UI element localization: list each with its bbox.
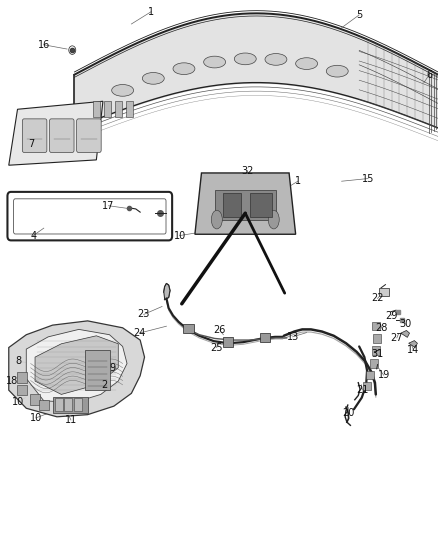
Bar: [366, 371, 374, 379]
Bar: [250, 193, 272, 217]
FancyBboxPatch shape: [49, 119, 74, 152]
Polygon shape: [9, 321, 145, 417]
Text: 31: 31: [371, 349, 384, 359]
Bar: [55, 398, 63, 411]
Bar: [373, 334, 381, 343]
Text: 10: 10: [173, 231, 186, 240]
Text: 1: 1: [295, 176, 301, 186]
Polygon shape: [26, 329, 127, 402]
Text: 17: 17: [102, 201, 115, 211]
Ellipse shape: [142, 72, 164, 84]
Text: 30: 30: [399, 319, 412, 329]
Text: 7: 7: [28, 139, 35, 149]
Ellipse shape: [112, 85, 134, 96]
Polygon shape: [9, 101, 103, 165]
Bar: [370, 359, 378, 368]
Polygon shape: [409, 341, 417, 348]
Bar: [215, 190, 276, 220]
Text: 27: 27: [391, 333, 403, 343]
Bar: [104, 101, 111, 117]
Bar: [183, 324, 194, 333]
Bar: [17, 385, 27, 395]
Text: 23: 23: [138, 310, 150, 319]
Text: 4: 4: [30, 231, 36, 240]
Bar: [17, 372, 27, 383]
Text: 5: 5: [356, 10, 362, 20]
Bar: [53, 397, 88, 413]
Bar: [30, 394, 40, 405]
Text: 15: 15: [362, 174, 374, 183]
Text: 10: 10: [12, 397, 25, 407]
Text: 21: 21: [357, 385, 369, 395]
Bar: [223, 337, 233, 347]
Ellipse shape: [212, 211, 223, 229]
Ellipse shape: [234, 53, 256, 64]
Bar: [372, 346, 380, 355]
Bar: [223, 193, 241, 217]
Bar: [85, 350, 110, 390]
Bar: [363, 382, 371, 390]
Bar: [64, 398, 72, 411]
Text: 24: 24: [133, 328, 145, 338]
Polygon shape: [35, 336, 118, 394]
Bar: [74, 398, 82, 411]
Text: 16: 16: [38, 40, 50, 50]
Ellipse shape: [265, 53, 287, 65]
Ellipse shape: [268, 211, 279, 229]
Bar: [260, 333, 270, 342]
Text: 6: 6: [426, 70, 432, 79]
FancyBboxPatch shape: [22, 119, 47, 152]
Bar: [39, 400, 49, 410]
Ellipse shape: [296, 58, 318, 69]
Text: 13: 13: [286, 332, 299, 342]
Text: 28: 28: [376, 324, 388, 333]
Text: 14: 14: [407, 345, 420, 354]
Text: 20: 20: [343, 408, 355, 417]
Bar: [379, 288, 389, 296]
Ellipse shape: [204, 56, 226, 68]
Bar: [372, 322, 380, 330]
Polygon shape: [164, 284, 170, 300]
Text: 26: 26: [214, 326, 226, 335]
Polygon shape: [401, 330, 410, 337]
Text: 1: 1: [148, 7, 154, 17]
Text: 22: 22: [371, 294, 384, 303]
Text: 18: 18: [6, 376, 18, 385]
Ellipse shape: [173, 63, 195, 75]
Text: 11: 11: [65, 415, 77, 425]
Bar: [93, 101, 100, 117]
Bar: [126, 101, 133, 117]
Text: 8: 8: [15, 357, 21, 366]
Polygon shape: [195, 173, 296, 235]
Text: 19: 19: [378, 370, 390, 380]
Text: 9: 9: [109, 363, 115, 373]
Bar: [115, 101, 122, 117]
Text: 29: 29: [385, 311, 398, 320]
Text: 25: 25: [210, 343, 223, 352]
FancyBboxPatch shape: [77, 119, 101, 152]
Text: 10: 10: [30, 413, 42, 423]
Text: 2: 2: [101, 380, 107, 390]
Ellipse shape: [326, 66, 348, 77]
Text: 32: 32: [241, 166, 254, 175]
